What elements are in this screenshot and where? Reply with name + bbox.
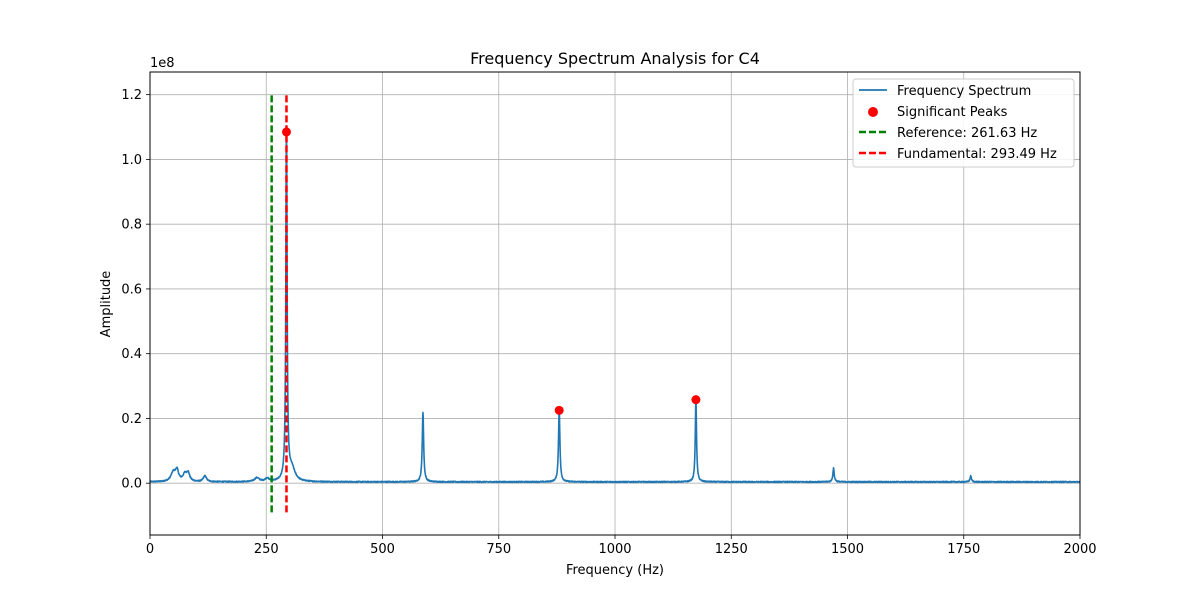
legend: Frequency Spectrum Significant Peaks Ref… — [852, 78, 1075, 168]
legend-swatch-peaks — [868, 107, 878, 117]
y-scale-label: 1e8 — [150, 56, 175, 71]
legend-label-peaks: Significant Peaks — [897, 105, 1008, 120]
x-tick-label: 750 — [486, 542, 511, 557]
chart-title: Frequency Spectrum Analysis for C4 — [470, 49, 760, 68]
y-tick-label: 0.4 — [121, 347, 142, 362]
x-axis: 0 250 500 750 1000 1250 1500 1750 2000 — [146, 535, 1097, 557]
significant-peak-point — [691, 395, 701, 405]
y-tick-label: 0.8 — [121, 218, 142, 233]
x-tick-label: 1500 — [831, 542, 864, 557]
y-tick-label: 0.6 — [121, 282, 142, 297]
x-axis-label: Frequency (Hz) — [566, 563, 664, 578]
x-tick-label: 1750 — [947, 542, 980, 557]
x-tick-label: 500 — [370, 542, 395, 557]
significant-peak-point — [281, 127, 291, 137]
y-axis-label: Amplitude — [99, 271, 114, 338]
legend-box — [852, 78, 1075, 168]
x-tick-label: 1000 — [598, 542, 631, 557]
legend-label-reference: Reference: 261.63 Hz — [897, 126, 1037, 141]
x-tick-label: 2000 — [1063, 542, 1096, 557]
x-tick-label: 1250 — [715, 542, 748, 557]
y-tick-label: 1.2 — [121, 88, 142, 103]
y-tick-label: 0.2 — [121, 412, 142, 427]
x-tick-label: 250 — [254, 542, 279, 557]
legend-label-fundamental: Fundamental: 293.49 Hz — [897, 147, 1057, 162]
legend-label-spectrum: Frequency Spectrum — [897, 84, 1031, 99]
significant-peak-point — [554, 405, 564, 415]
y-axis: 0.0 0.2 0.4 0.6 0.8 1.0 1.2 — [121, 88, 150, 492]
spectrum-line — [149, 125, 1081, 484]
y-tick-label: 0.0 — [121, 477, 142, 492]
data-layer — [149, 94, 1081, 513]
x-tick-label: 0 — [146, 542, 154, 557]
y-tick-label: 1.0 — [121, 153, 142, 168]
